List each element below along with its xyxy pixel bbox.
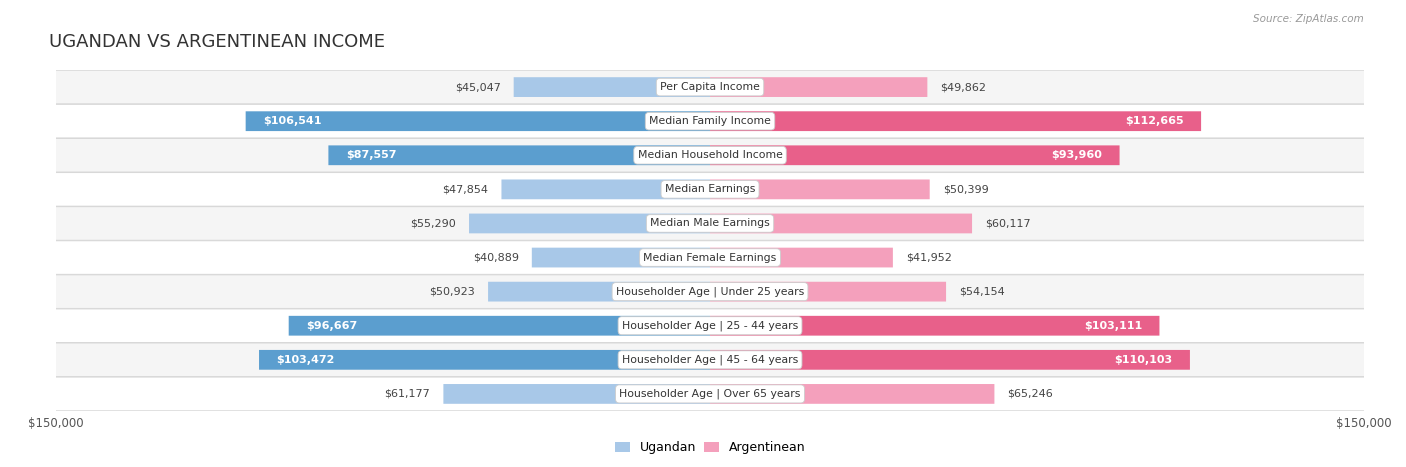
Text: $61,177: $61,177 [385, 389, 430, 399]
Text: $50,399: $50,399 [943, 184, 988, 194]
Text: Householder Age | Under 25 years: Householder Age | Under 25 years [616, 286, 804, 297]
FancyBboxPatch shape [329, 145, 710, 165]
Text: $60,117: $60,117 [986, 219, 1031, 228]
Text: Median Family Income: Median Family Income [650, 116, 770, 126]
Text: $110,103: $110,103 [1115, 355, 1173, 365]
Text: $106,541: $106,541 [263, 116, 322, 126]
Text: $50,923: $50,923 [429, 287, 475, 297]
Text: $103,472: $103,472 [277, 355, 335, 365]
FancyBboxPatch shape [44, 343, 1376, 377]
Text: Median Earnings: Median Earnings [665, 184, 755, 194]
Text: $45,047: $45,047 [454, 82, 501, 92]
FancyBboxPatch shape [470, 213, 710, 234]
Text: Median Female Earnings: Median Female Earnings [644, 253, 776, 262]
Text: $65,246: $65,246 [1008, 389, 1053, 399]
FancyBboxPatch shape [44, 138, 1376, 172]
FancyBboxPatch shape [710, 316, 1160, 336]
Text: Median Male Earnings: Median Male Earnings [650, 219, 770, 228]
Text: Per Capita Income: Per Capita Income [659, 82, 761, 92]
FancyBboxPatch shape [710, 213, 972, 234]
FancyBboxPatch shape [44, 241, 1376, 275]
FancyBboxPatch shape [513, 77, 710, 97]
FancyBboxPatch shape [44, 309, 1376, 343]
Text: Householder Age | 45 - 64 years: Householder Age | 45 - 64 years [621, 354, 799, 365]
FancyBboxPatch shape [488, 282, 710, 302]
Text: $49,862: $49,862 [941, 82, 987, 92]
FancyBboxPatch shape [710, 384, 994, 404]
FancyBboxPatch shape [531, 248, 710, 268]
FancyBboxPatch shape [710, 248, 893, 268]
FancyBboxPatch shape [259, 350, 710, 370]
FancyBboxPatch shape [44, 70, 1376, 104]
Text: $55,290: $55,290 [411, 219, 456, 228]
Text: $103,111: $103,111 [1084, 321, 1142, 331]
FancyBboxPatch shape [44, 275, 1376, 309]
Text: Source: ZipAtlas.com: Source: ZipAtlas.com [1253, 14, 1364, 24]
FancyBboxPatch shape [710, 77, 928, 97]
FancyBboxPatch shape [502, 179, 710, 199]
FancyBboxPatch shape [710, 111, 1201, 131]
FancyBboxPatch shape [44, 377, 1376, 411]
FancyBboxPatch shape [710, 350, 1189, 370]
FancyBboxPatch shape [44, 206, 1376, 241]
Text: $112,665: $112,665 [1125, 116, 1184, 126]
Text: UGANDAN VS ARGENTINEAN INCOME: UGANDAN VS ARGENTINEAN INCOME [49, 33, 385, 51]
FancyBboxPatch shape [44, 172, 1376, 206]
FancyBboxPatch shape [443, 384, 710, 404]
FancyBboxPatch shape [710, 145, 1119, 165]
FancyBboxPatch shape [710, 179, 929, 199]
FancyBboxPatch shape [288, 316, 710, 336]
FancyBboxPatch shape [44, 104, 1376, 138]
Text: $47,854: $47,854 [443, 184, 488, 194]
Text: $93,960: $93,960 [1052, 150, 1102, 160]
Text: $41,952: $41,952 [905, 253, 952, 262]
Text: Median Household Income: Median Household Income [637, 150, 783, 160]
Text: $87,557: $87,557 [346, 150, 396, 160]
Text: Householder Age | Over 65 years: Householder Age | Over 65 years [619, 389, 801, 399]
Text: $96,667: $96,667 [307, 321, 357, 331]
Text: Householder Age | 25 - 44 years: Householder Age | 25 - 44 years [621, 320, 799, 331]
FancyBboxPatch shape [246, 111, 710, 131]
Legend: Ugandan, Argentinean: Ugandan, Argentinean [610, 436, 810, 459]
FancyBboxPatch shape [710, 282, 946, 302]
Text: $40,889: $40,889 [472, 253, 519, 262]
Text: $54,154: $54,154 [959, 287, 1005, 297]
